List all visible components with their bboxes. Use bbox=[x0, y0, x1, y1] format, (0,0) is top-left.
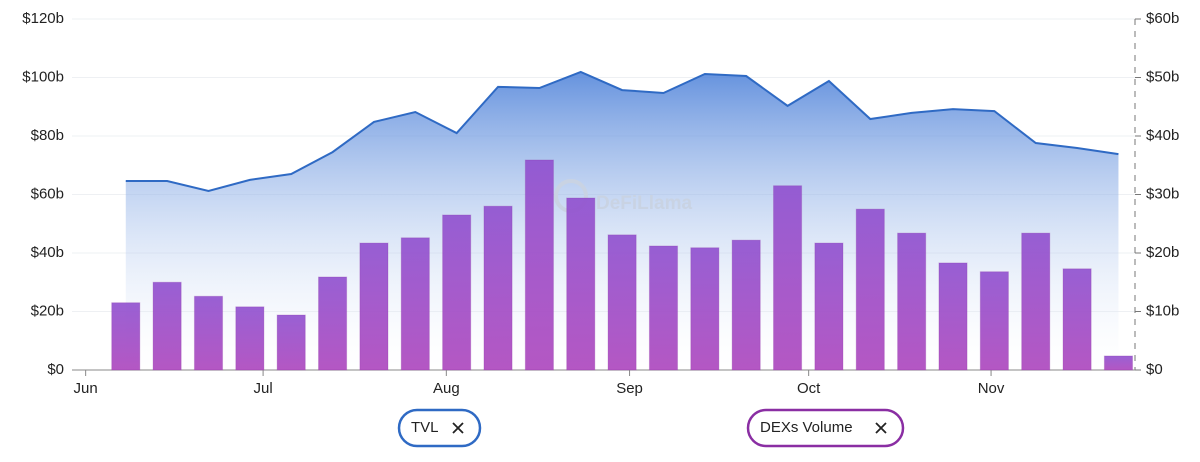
y2-tick-label: $10b bbox=[1146, 302, 1179, 319]
y-tick-label: $60b bbox=[31, 185, 64, 202]
x-tick-label: Jul bbox=[253, 380, 272, 397]
volume-bar bbox=[442, 214, 472, 371]
remove-icon[interactable] bbox=[452, 422, 464, 434]
volume-bar bbox=[566, 197, 596, 371]
volume-bar bbox=[855, 208, 885, 371]
legend-label[interactable]: TVL bbox=[411, 419, 439, 436]
y-tick-label: $120b bbox=[22, 10, 64, 27]
x-tick-label: Aug bbox=[433, 380, 460, 397]
x-tick-label: Oct bbox=[797, 380, 821, 397]
y2-tick-label: $40b bbox=[1146, 127, 1179, 144]
y-tick-label: $20b bbox=[31, 302, 64, 319]
y2-tick-label: $30b bbox=[1146, 185, 1179, 202]
volume-bar bbox=[235, 306, 265, 371]
volume-bar bbox=[607, 234, 637, 371]
volume-bar bbox=[359, 242, 389, 371]
volume-bar bbox=[938, 262, 968, 371]
y2-tick-label: $0 bbox=[1146, 361, 1163, 378]
volume-bar bbox=[152, 281, 182, 371]
y2-tick-label: $60b bbox=[1146, 10, 1179, 27]
y-tick-label: $80b bbox=[31, 127, 64, 144]
volume-bar bbox=[1103, 355, 1134, 371]
volume-bar bbox=[111, 302, 141, 371]
watermark-text: DeFiLlama bbox=[596, 193, 693, 214]
legend-label[interactable]: DEXs Volume bbox=[760, 419, 853, 436]
volume-bar bbox=[193, 295, 224, 371]
x-tick-label: Nov bbox=[978, 380, 1005, 397]
volume-bar bbox=[1062, 268, 1092, 371]
x-tick-label: Sep bbox=[616, 380, 643, 397]
volume-bar bbox=[276, 314, 306, 371]
volume-bar bbox=[1021, 232, 1051, 371]
x-tick-label: Jun bbox=[74, 380, 98, 397]
volume-bar bbox=[979, 271, 1009, 371]
volume-bar bbox=[731, 239, 761, 371]
volume-bar bbox=[524, 159, 554, 371]
y-tick-label: $40b bbox=[31, 244, 64, 261]
y2-tick-label: $20b bbox=[1146, 244, 1179, 261]
volume-bar bbox=[814, 242, 844, 371]
y-tick-label: $100b bbox=[22, 68, 64, 85]
volume-bar bbox=[772, 185, 803, 371]
volume-bar bbox=[318, 276, 348, 371]
tvl-line bbox=[125, 70, 1119, 193]
volume-bar bbox=[897, 232, 927, 371]
volume-bar bbox=[690, 247, 720, 371]
volume-bar bbox=[400, 237, 430, 371]
volume-bar bbox=[648, 245, 679, 371]
legend-button[interactable] bbox=[397, 408, 482, 448]
remove-icon[interactable] bbox=[875, 422, 887, 434]
volume-bar bbox=[483, 205, 513, 371]
legend-dex[interactable]: DEXs Volume bbox=[746, 408, 905, 448]
y-tick-label: $0 bbox=[47, 361, 64, 378]
y2-tick-label: $50b bbox=[1146, 68, 1179, 85]
legend-tvl[interactable]: TVL bbox=[397, 408, 482, 448]
legend-button[interactable] bbox=[746, 408, 905, 448]
